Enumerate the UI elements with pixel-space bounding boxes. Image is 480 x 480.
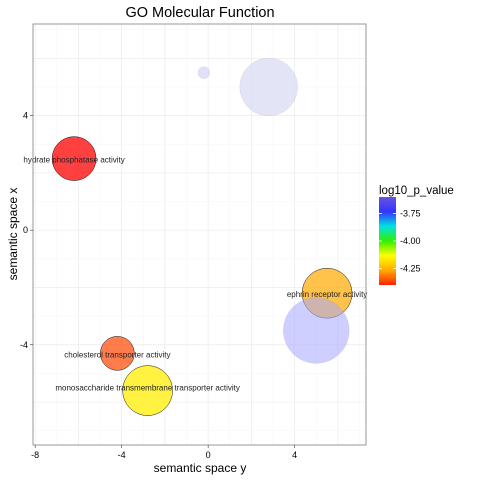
- data-points: [51, 57, 353, 416]
- x-tick-label: 4: [292, 450, 297, 460]
- y-axis-ticks: -4 0 4: [20, 111, 33, 350]
- data-point: [122, 365, 173, 416]
- data-point: [197, 66, 211, 79]
- y-tick-label: 4: [23, 111, 28, 121]
- colorbar-tick-label: -4.00: [400, 236, 421, 246]
- colorbar-ticks: -3.75 -4.00 -4.25: [379, 209, 421, 274]
- data-point: [283, 297, 350, 364]
- data-point: [100, 336, 135, 371]
- colorbar-tick-label: -3.75: [400, 209, 421, 219]
- x-tick-label: -8: [31, 450, 39, 460]
- colorbar-legend: log10_p_value -3.75 -4.00 -4.25: [379, 185, 454, 285]
- data-point: [51, 136, 97, 181]
- data-label: ephrin receptor activity: [287, 290, 367, 299]
- x-tick-label: 0: [206, 450, 211, 460]
- x-tick-label: -4: [118, 450, 126, 460]
- x-axis-ticks: -8 -4 0 4: [31, 445, 297, 460]
- data-point: [239, 57, 298, 117]
- colorbar-gradient: [379, 197, 396, 285]
- data-label: cholesterol transporter activity: [64, 350, 170, 359]
- chart-title: GO Molecular Function: [125, 5, 274, 21]
- data-label: hydrate phosphatase activity: [23, 156, 124, 165]
- y-tick-label: -4: [20, 340, 28, 350]
- y-axis-label: semantic space x: [6, 188, 20, 281]
- colorbar-title: log10_p_value: [379, 185, 454, 197]
- point-labels: hydrate phosphatase activity ephrin recep…: [23, 156, 367, 393]
- y-tick-label: 0: [23, 225, 28, 235]
- data-label: monosaccharide transmembrane transporter…: [55, 384, 240, 393]
- colorbar-tick-label: -4.25: [400, 264, 421, 274]
- plot-panel-border: [32, 23, 367, 446]
- x-axis-label: semantic space y: [154, 461, 247, 475]
